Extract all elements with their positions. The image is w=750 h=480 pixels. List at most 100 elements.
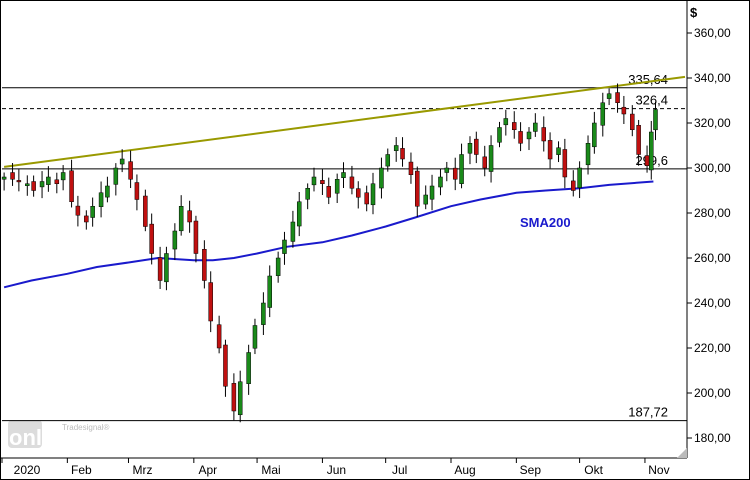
x-tick-label: Sep: [520, 463, 542, 477]
candle-body: [467, 143, 473, 154]
resize-grip-icon[interactable]: [677, 448, 687, 458]
level-label-1: 326,4: [635, 93, 668, 108]
candle-body: [644, 155, 650, 166]
candle-body: [393, 145, 399, 151]
sma-label: SMA200: [520, 215, 571, 230]
candle-body: [423, 194, 428, 205]
watermark-small-text: Tradesignal®: [62, 423, 110, 432]
y-axis-ticks: 360,00 340,00 320,00 300,00 280,00 260,00 240,…: [687, 26, 731, 445]
candle-body: [415, 170, 420, 207]
x-tick-label: 2020: [14, 463, 41, 477]
candle-body: [39, 181, 45, 188]
candle-body: [512, 122, 517, 130]
tradesignal-watermark: online Tradesignal®: [8, 420, 110, 450]
candle-body: [178, 206, 184, 232]
candle-body: [444, 167, 450, 173]
candle-body: [246, 352, 251, 384]
candle-body: [290, 221, 296, 242]
candle-body: [134, 182, 140, 200]
candle-body: [119, 158, 125, 165]
candle-body: [526, 131, 532, 140]
y-tick-label: 320,00: [694, 116, 731, 130]
candle-body: [364, 192, 369, 205]
x-tick-label: Mai: [261, 463, 280, 477]
y-tick-label: 220,00: [694, 341, 731, 355]
candle-body: [54, 179, 60, 184]
watermark-big-text: online: [9, 425, 74, 450]
candle-body: [577, 167, 582, 189]
candle-body: [518, 131, 523, 144]
candle-body: [296, 201, 302, 227]
candle-body: [31, 181, 36, 191]
candle-body: [341, 172, 346, 179]
candle-body: [237, 381, 243, 416]
x-tick-label: Aug: [454, 463, 475, 477]
y-tick-label: 180,00: [694, 431, 731, 445]
candle-body: [438, 176, 443, 188]
candle-body: [474, 138, 479, 155]
candle-body: [231, 383, 237, 412]
candle-body: [585, 143, 591, 166]
candle-body: [653, 109, 658, 131]
candle-body: [497, 127, 502, 143]
candle-body: [334, 179, 340, 194]
candle-body: [547, 140, 553, 160]
candle-body: [571, 180, 576, 191]
y-tick-label: 200,00: [694, 386, 731, 400]
x-tick-label: Mrz: [132, 463, 152, 477]
candle-body: [1, 176, 7, 180]
candle-body: [90, 206, 95, 218]
candle-body: [69, 170, 74, 202]
trendline: [3, 75, 686, 168]
candle-body: [202, 249, 207, 281]
candle-body: [149, 223, 154, 254]
watermark-block: [8, 420, 42, 448]
candle-body: [193, 220, 199, 254]
candle-body: [356, 188, 361, 198]
candle-body: [98, 192, 104, 207]
candle-body: [157, 257, 163, 281]
candle-body: [261, 302, 266, 325]
candle-body: [452, 167, 458, 180]
trendline-group: [3, 75, 686, 168]
candle-body: [636, 125, 641, 155]
candle-body: [223, 344, 228, 387]
x-tick-label: Feb: [71, 463, 92, 477]
x-tick-label: Nov: [648, 463, 669, 477]
candle-body: [75, 205, 81, 216]
candle-body: [326, 186, 331, 198]
candle-body: [488, 145, 494, 172]
candle-body: [187, 210, 192, 223]
candle-body: [252, 325, 258, 349]
sma200-line: [3, 180, 654, 289]
x-tick-label: Jul: [392, 463, 407, 477]
y-tick-label: 280,00: [694, 206, 731, 220]
candle-body: [562, 149, 568, 178]
candle-body: [429, 185, 435, 200]
sma-group: [3, 180, 654, 289]
candle-body: [267, 275, 272, 308]
candle-body: [533, 122, 538, 132]
candles-group: [1, 83, 658, 423]
candle-body: [385, 154, 391, 167]
candle-body: [16, 180, 22, 183]
candle-body: [105, 185, 110, 198]
candle-body: [10, 172, 15, 180]
candle-body: [621, 106, 627, 115]
candle-body: [282, 239, 287, 254]
candle-body: [503, 118, 509, 126]
y-tick-label: 240,00: [694, 296, 731, 310]
candle-body: [349, 176, 355, 189]
candle-body: [128, 161, 133, 180]
candle-body: [216, 324, 222, 349]
candle-body: [649, 131, 654, 171]
candle-body: [320, 180, 325, 184]
x-axis-ticks: 2020 Feb Mrz Apr Mai Jun Jul Aug Sep Okt Nov: [1, 458, 670, 477]
y-tick-label: 360,00: [694, 26, 731, 40]
candle-body: [143, 195, 148, 227]
candle-body: [606, 93, 612, 99]
candle-body: [556, 147, 561, 155]
candle-body: [379, 167, 384, 189]
candle-body: [208, 282, 213, 322]
candle-body: [60, 172, 66, 181]
